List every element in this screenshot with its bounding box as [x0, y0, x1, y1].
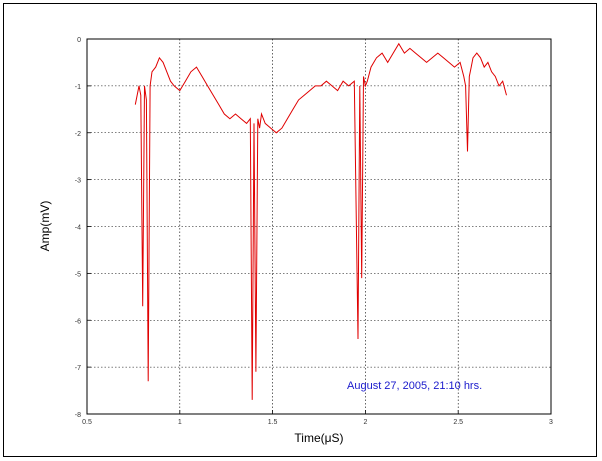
- timestamp-annotation: August 27, 2005, 21:10 hrs.: [347, 380, 482, 392]
- x-tick-label: 1: [178, 419, 182, 426]
- x-axis-label: Time(μS): [294, 431, 343, 445]
- y-tick-label: -1: [75, 84, 81, 91]
- y-tick-label: -8: [75, 412, 81, 419]
- x-tick-label: 1.5: [268, 419, 278, 426]
- y-tick-label: -7: [75, 365, 81, 372]
- y-tick-label: -2: [75, 131, 81, 138]
- y-tick-label: -5: [75, 271, 81, 278]
- figure-frame: 0.5 1 1.5 2 2.5 3 0 -1 -2 -3 -4 -5 -6 -7 -8 Time(μS) …: [3, 3, 597, 457]
- x-tick-label: 3: [549, 419, 553, 426]
- y-tick-label: -3: [75, 178, 81, 185]
- x-tick-label: 2: [363, 419, 367, 426]
- x-tick-label: 2.5: [453, 419, 463, 426]
- y-tick-label: 0: [77, 37, 81, 44]
- x-tick-label: 0.5: [82, 419, 92, 426]
- y-tick-label: -4: [75, 225, 81, 232]
- y-axis-label: Amp(mV): [38, 201, 52, 252]
- x-axis-ticks: 0.5 1 1.5 2 2.5 3: [82, 410, 553, 426]
- line-chart: 0.5 1 1.5 2 2.5 3 0-1-2-3-4-5-6-7-8 Time(μS) …: [38, 37, 553, 445]
- y-axis-ticks: 0 -1 -2 -3 -4 -5 -6 -7 -8: [75, 37, 91, 419]
- series-line: [134, 42, 507, 400]
- y-tick-label: -6: [75, 318, 81, 325]
